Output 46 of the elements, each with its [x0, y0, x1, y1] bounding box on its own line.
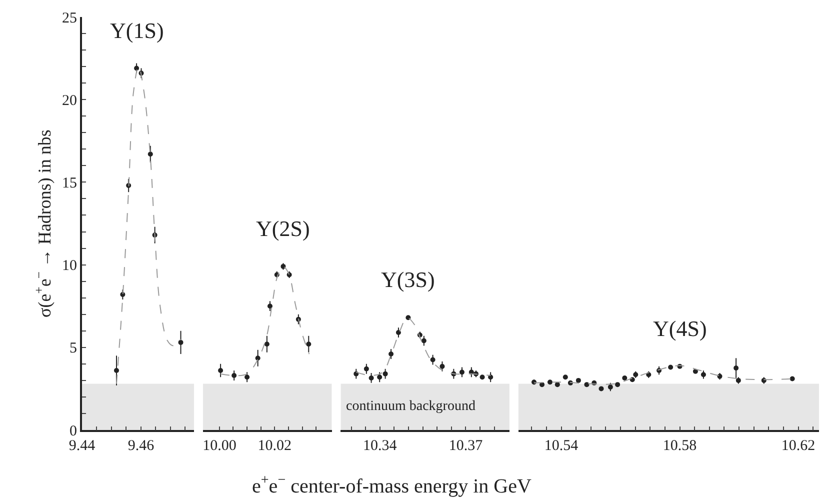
point — [388, 352, 394, 357]
point — [148, 152, 153, 157]
y-tick-label: 25 — [62, 10, 77, 26]
x-tick-label: 10.37 — [448, 438, 484, 454]
point — [368, 375, 374, 380]
x-tick-label: 10.34 — [363, 438, 398, 454]
point — [134, 66, 140, 71]
point — [459, 370, 464, 375]
point — [396, 330, 401, 336]
point — [548, 380, 553, 385]
point — [267, 304, 272, 309]
x-tick-label: 10.58 — [662, 438, 697, 454]
x-tick-label: 10.54 — [544, 438, 579, 454]
annotation: Υ(4S) — [653, 316, 707, 341]
x-axis-title: e$^{+}$e$^{−}$ center-of-mass energy in GeV — [252, 473, 532, 498]
annotation: Υ(2S) — [256, 216, 310, 241]
point — [178, 340, 184, 345]
x-tick-label: 9.44 — [68, 438, 96, 454]
point — [608, 384, 613, 390]
y-tick-label: 5 — [70, 340, 77, 357]
point — [421, 338, 426, 344]
y-tick-label: 15 — [62, 175, 77, 192]
point — [218, 368, 224, 374]
annotation: Υ(1S) — [110, 18, 164, 43]
y-tick-label: 0 — [70, 423, 77, 440]
point — [382, 371, 388, 376]
point — [440, 364, 445, 369]
point — [306, 342, 312, 347]
point — [364, 366, 369, 372]
x-tick-label: 10.62 — [781, 438, 816, 454]
point — [430, 357, 436, 362]
point — [734, 366, 739, 371]
point — [255, 356, 260, 361]
point — [488, 374, 494, 380]
x-tick-label: 10.00 — [202, 438, 236, 454]
point — [264, 342, 270, 347]
annotation: Υ(3S) — [381, 267, 435, 292]
x-tick-label: 9.46 — [128, 438, 155, 454]
x-tick-label: 10.02 — [258, 438, 292, 454]
y-tick-label: 10 — [62, 258, 77, 274]
point — [114, 368, 119, 374]
point — [232, 372, 237, 378]
band-label: continuum background — [346, 399, 476, 414]
point — [244, 374, 250, 380]
y-tick-label: 20 — [62, 92, 77, 109]
point — [377, 374, 382, 380]
